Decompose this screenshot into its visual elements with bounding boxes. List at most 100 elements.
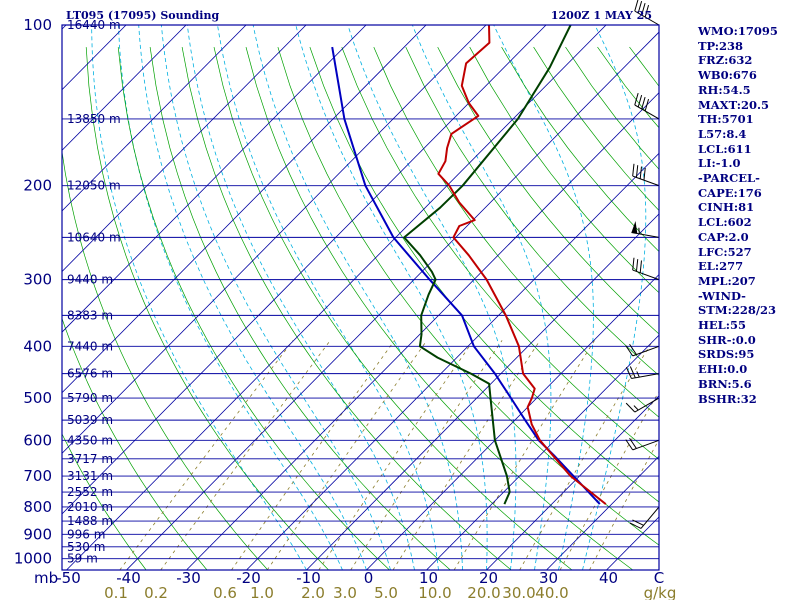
wind-barb: [625, 343, 660, 357]
isotherm-line: [0, 25, 6, 570]
isotherm-line: [62, 25, 67, 30]
dry-adiabat-line: [469, 46, 659, 294]
index-item: TH:5701: [698, 112, 754, 127]
mixing-ratio-line: [266, 340, 428, 570]
dry-adiabat-line: [373, 46, 659, 418]
height-label: 530 m: [67, 540, 105, 554]
dry-adiabat-line: [405, 46, 659, 376]
index-item: CAP:2.0: [698, 229, 749, 244]
moist-adiabat-line: [347, 25, 517, 570]
wind-barb: [629, 506, 660, 529]
mixing-ratio-tick-label: 0.1: [104, 584, 128, 600]
isotherm-line: [62, 25, 307, 273]
index-item: L57:8.4: [698, 126, 747, 141]
height-label: 9440 m: [67, 273, 113, 287]
mixing-ratio-tick-label: 0.2: [144, 584, 168, 600]
mixing-ratio-tick-label: 40.0: [535, 584, 568, 600]
isotherm-line: [66, 25, 607, 570]
index-item: BSHR:32: [698, 391, 757, 406]
mixing-ratio-tick-label: 3.0: [333, 584, 357, 600]
moist-adiabat-line: [118, 25, 343, 570]
pressure-tick-label: 200: [23, 177, 52, 195]
index-item: WB0:676: [698, 68, 757, 83]
dry-adiabat-line: [149, 47, 451, 570]
temperature-tick-label: -30: [176, 569, 201, 587]
dry-adiabat-line: [309, 46, 659, 503]
index-item: CAPE:176: [698, 185, 762, 200]
temperature-trace-line: [437, 25, 607, 505]
mixing-ratio-line: [453, 340, 595, 570]
mixing-ratio-line: [160, 340, 331, 570]
dry-adiabat-line: [437, 46, 659, 335]
index-item: FRZ:632: [698, 53, 753, 68]
height-label: 10640 m: [67, 230, 121, 244]
axis-labels: 16440 m 13850 m 12050 m 10640 m 9440 m 8383 m…: [14, 16, 677, 600]
sounding-indices: WMO:17095 TP:238 FRZ:632 WB0:676 RH:54.5 MAXT…: [698, 24, 778, 406]
dry-adiabat-line: [85, 47, 329, 570]
index-item: LFC:527: [698, 244, 752, 259]
mixing-ratio-line: [119, 340, 294, 570]
index-item: BRN:5.6: [698, 376, 752, 391]
index-item: SHR-:0.0: [698, 332, 756, 347]
height-label: 16440 m: [67, 18, 121, 32]
dry-adiabat-line: [62, 149, 269, 570]
mixing-ratio-line: [589, 438, 659, 570]
temperature-tick-label: -10: [296, 569, 321, 587]
temperature-tick-label: -40: [116, 569, 141, 587]
index-item: CINH:81: [698, 200, 755, 215]
isotherm-line: [246, 152, 659, 570]
moist-adiabat-line: [91, 25, 307, 570]
isotherm-line: [62, 25, 427, 394]
height-label: 13850 m: [67, 112, 121, 126]
mixing-ratio-line: [231, 340, 395, 570]
temperature-tick-label: -50: [56, 569, 81, 587]
height-label: 7440 m: [67, 339, 113, 353]
index-item: TP:238: [698, 38, 744, 53]
mixing-ratio-line: [318, 340, 474, 570]
wind-barb: [634, 0, 660, 26]
mixing-ratio-tick-label: 2.0: [301, 584, 325, 600]
wind-barb: [631, 221, 660, 238]
wind-barb: [625, 366, 660, 379]
index-item: EL:277: [698, 259, 744, 274]
moist-adiabat-line: [582, 25, 647, 570]
isotherm-line: [426, 334, 659, 570]
index-item: MPL:207: [698, 273, 756, 288]
isotherm-line: [306, 213, 659, 570]
pressure-tick-label: 100: [23, 16, 52, 34]
height-label: 4350 m: [67, 433, 113, 447]
index-item: HEL:55: [698, 318, 746, 333]
mixing-ratio-tick-label: 10.0: [418, 584, 451, 600]
pressure-tick-label: 900: [23, 525, 52, 543]
index-item: -WIND-: [698, 288, 746, 303]
height-label: 996 m: [67, 527, 105, 541]
pressure-tick-label: 400: [23, 337, 52, 355]
isotherm-line: [186, 92, 659, 570]
chart-timestamp: 1200Z 1 MAY 25: [551, 9, 652, 22]
isotherm-line: [62, 25, 367, 333]
moist-adiabat-line: [252, 25, 463, 570]
index-item: STM:228/23: [698, 303, 777, 318]
index-item: LI:-1.0: [698, 156, 741, 171]
isotherm-line: [126, 31, 659, 570]
index-item: -PARCEL-: [698, 171, 760, 186]
index-item: EHI:0.0: [698, 362, 748, 377]
index-item: LCL:611: [698, 141, 752, 156]
pressure-tick-label: 700: [23, 467, 52, 485]
height-label: 6576 m: [67, 367, 113, 381]
wind-barbs: [625, 0, 660, 529]
moist-adiabat-line: [295, 25, 488, 570]
isotherm-line: [62, 25, 547, 515]
moist-adiabat-line: [138, 25, 367, 570]
mixing-ratio-tick-label: 30.0: [502, 584, 535, 600]
index-item: RH:54.5: [698, 82, 751, 97]
height-label: 2552 m: [67, 485, 113, 499]
height-label: 5039 m: [67, 413, 113, 427]
isotherm-line: [546, 455, 659, 570]
wind-barb: [632, 257, 660, 281]
temperature-tick-label: -20: [236, 569, 261, 587]
wind-barb: [632, 163, 660, 187]
moist-adiabat-line: [217, 25, 439, 570]
isobar-lines: [62, 24, 659, 560]
